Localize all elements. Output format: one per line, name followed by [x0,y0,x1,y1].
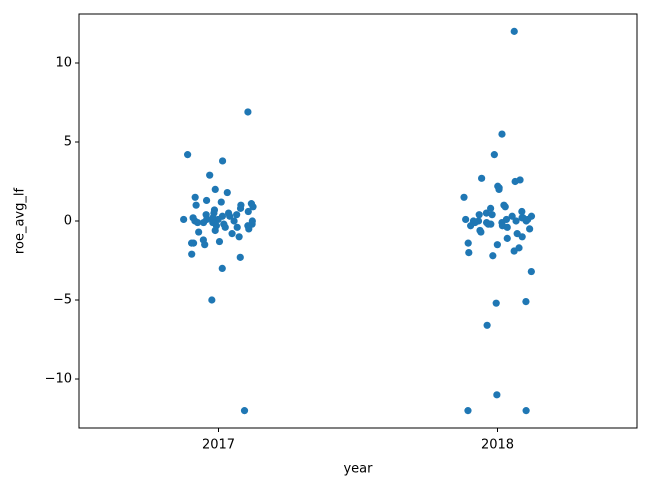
point [249,203,257,211]
point [501,203,509,211]
point [487,220,495,228]
point [478,174,486,182]
point [518,233,526,241]
point [184,151,192,159]
point [206,171,214,179]
point [492,299,500,307]
point [522,297,530,306]
point [467,222,475,230]
point [188,239,196,247]
point [490,151,498,159]
point [211,226,219,235]
point [233,211,241,219]
point [226,212,234,220]
point [218,264,226,273]
point [202,196,211,205]
y-tick-label: −5 [53,293,72,308]
point [526,225,534,233]
point [510,247,518,255]
point [493,391,501,399]
y-tick-label: 5 [64,134,72,149]
plot-frame [78,13,638,429]
point [464,407,472,415]
point [508,212,516,220]
point [475,211,483,219]
y-tick-label: 10 [55,55,72,70]
point [503,234,511,242]
point [487,204,495,212]
point [482,209,490,217]
point [244,207,252,216]
point [240,407,249,415]
point [503,223,511,231]
point [512,217,520,225]
point [493,241,501,249]
point [245,225,253,233]
point [223,188,231,197]
point [495,185,503,193]
point [180,215,188,224]
x-tick-label: 2018 [481,438,514,453]
point [221,223,229,231]
point [228,230,236,238]
point [462,215,470,224]
point [488,211,496,219]
y-tick-label: −10 [45,372,72,387]
point [195,228,203,236]
point [233,223,241,231]
point [194,218,202,227]
point [518,207,526,216]
point [201,241,209,249]
point [460,193,468,201]
point [230,217,238,225]
point [511,177,519,186]
x-tick-label: 2017 [202,438,235,453]
y-tick-label: 0 [64,214,72,229]
x-axis-label: year [343,462,373,477]
point [192,201,200,209]
point [510,27,518,35]
point [498,130,506,138]
point [235,233,243,241]
point [218,157,227,165]
point [477,228,485,236]
point [489,252,497,260]
point [244,108,252,116]
point [522,407,530,415]
point [483,321,491,329]
point [236,253,244,261]
point [191,193,199,201]
point [211,185,219,193]
point [465,249,473,257]
point [464,239,472,247]
point [199,218,208,227]
point [188,250,196,258]
point [522,217,530,225]
y-axis-label: roe_avg_lf [13,188,28,255]
point [208,296,216,304]
point [217,198,225,206]
point [236,204,245,212]
point [215,237,224,246]
point [527,267,535,276]
